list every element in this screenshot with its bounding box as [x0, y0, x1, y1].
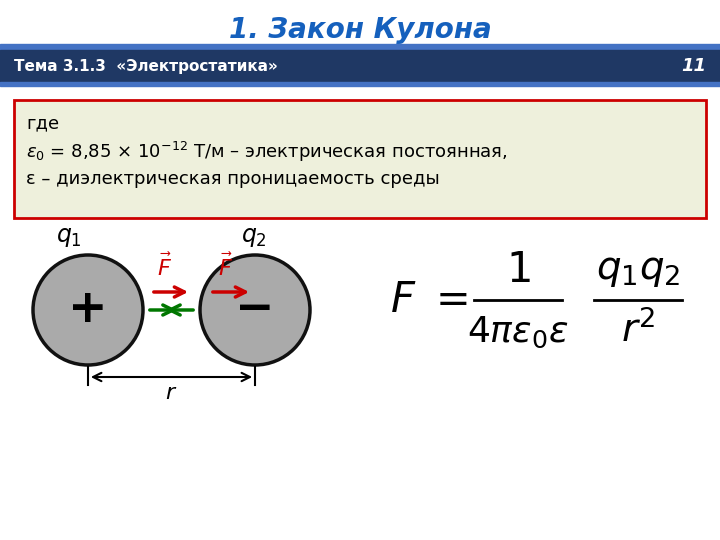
Text: Тема 3.1.3  «Электростатика»: Тема 3.1.3 «Электростатика» — [14, 58, 278, 73]
Bar — [0, 44, 720, 50]
Text: $q_1 q_2$: $q_1 q_2$ — [596, 251, 680, 289]
Bar — [0, 50, 720, 82]
Circle shape — [200, 255, 310, 365]
FancyBboxPatch shape — [14, 100, 706, 218]
Text: $q_2$: $q_2$ — [241, 225, 267, 249]
Circle shape — [33, 255, 143, 365]
Text: $\vec{F}$: $\vec{F}$ — [158, 253, 173, 280]
Bar — [0, 82, 720, 86]
Text: $\vec{F}$: $\vec{F}$ — [218, 253, 233, 280]
Text: $4\pi\varepsilon_0\varepsilon$: $4\pi\varepsilon_0\varepsilon$ — [467, 314, 569, 350]
Text: $1$: $1$ — [505, 249, 531, 291]
Text: 11: 11 — [681, 57, 706, 75]
Text: $q_1$: $q_1$ — [56, 225, 82, 249]
Text: $\varepsilon_0$ = 8,85 × 10$^{-12}$ Τ/м – электрическая постоянная,: $\varepsilon_0$ = 8,85 × 10$^{-12}$ Τ/м … — [26, 140, 508, 164]
Text: $r$: $r$ — [166, 383, 178, 403]
Text: $r^2$: $r^2$ — [621, 310, 655, 350]
Text: $F\ =$: $F\ =$ — [390, 279, 468, 321]
Text: где: где — [26, 114, 59, 132]
Text: +: + — [68, 287, 108, 333]
Text: 1. Закон Кулона: 1. Закон Кулона — [229, 16, 491, 44]
Text: ε – диэлектрическая проницаемость среды: ε – диэлектрическая проницаемость среды — [26, 170, 440, 188]
Text: −: − — [235, 287, 275, 333]
